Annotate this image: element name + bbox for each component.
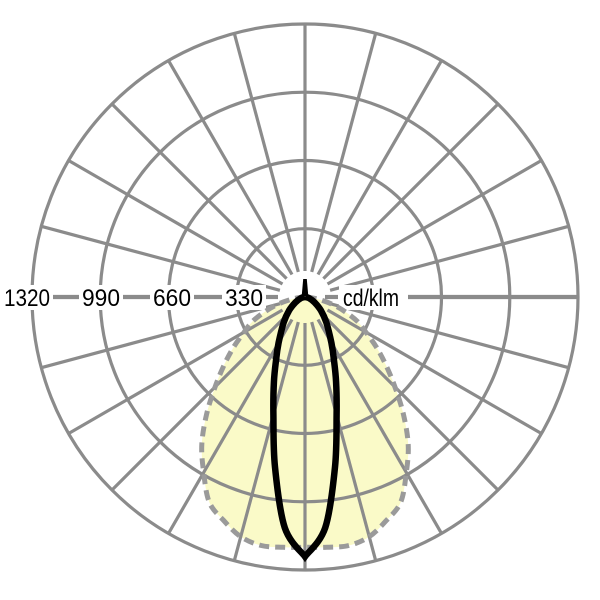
radial-line — [232, 32, 300, 273]
label-mask-990 — [79, 285, 123, 310]
radial-tick-label-660: 660 — [153, 285, 191, 312]
radial-line — [310, 32, 378, 273]
radial-tick-label-330: 330 — [225, 285, 263, 312]
radial-line — [316, 59, 443, 276]
radial-line — [329, 224, 570, 292]
radial-line — [40, 302, 281, 370]
radial-tick-label-990: 990 — [82, 285, 120, 312]
radial-line — [67, 159, 284, 286]
wide-beam-dashed-curve — [199, 294, 411, 550]
radial-line — [110, 314, 288, 492]
radial-line — [167, 318, 294, 535]
radial-line — [322, 102, 500, 280]
radial-line — [40, 224, 281, 292]
radial-line — [329, 302, 570, 370]
label-mask-cdklm — [339, 285, 403, 310]
label-mask-660 — [150, 285, 194, 310]
radial-line — [316, 318, 443, 535]
radial-line — [110, 102, 288, 280]
label-mask-330 — [222, 285, 266, 310]
axis-label-masks — [2, 285, 403, 310]
unit-label: cd/klm — [343, 285, 399, 312]
luminaire-marker-tick — [301, 279, 309, 296]
radial-tick-label-1320: 1320 — [4, 285, 50, 312]
narrow-beam-solid-curve — [270, 293, 340, 563]
radial-line — [322, 314, 500, 492]
radial-line — [326, 159, 543, 286]
label-mask-1320 — [2, 285, 52, 310]
radial-line — [167, 59, 294, 276]
radial-line — [310, 321, 378, 562]
radial-line — [232, 321, 300, 562]
